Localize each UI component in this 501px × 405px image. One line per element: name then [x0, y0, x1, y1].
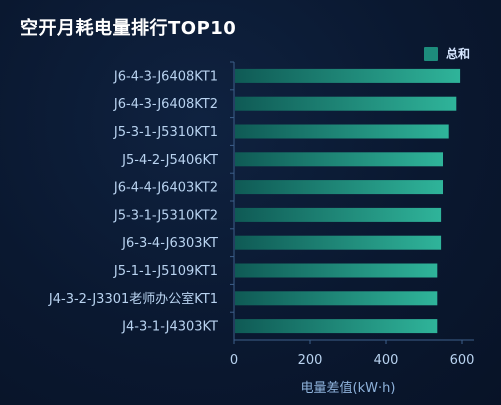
bar[interactable]: [235, 235, 442, 250]
chart-title: 空开月耗电量排行TOP10: [20, 18, 237, 39]
bar[interactable]: [235, 124, 449, 139]
y-axis: J6-4-3-J6408KT1 J6-4-3-J6408KT2 J5-3-1-J53…: [48, 61, 235, 340]
y-tick-label: J6-4-4-J6403KT2: [113, 181, 218, 196]
y-tick-label: J6-3-4-J6303KT: [121, 236, 218, 251]
bars: [235, 68, 461, 334]
y-tick-label: J6-4-3-J6408KT2: [113, 97, 218, 112]
bar[interactable]: [235, 68, 461, 83]
x-tick-label: 0: [230, 353, 238, 368]
chart-legend[interactable]: 总和: [424, 46, 470, 61]
legend-swatch: [424, 47, 438, 61]
y-tick-label: J4-3-1-J4303KT: [121, 320, 218, 335]
legend-label: 总和: [446, 46, 470, 61]
x-tick-label: 400: [374, 353, 399, 368]
bar[interactable]: [235, 180, 443, 195]
y-tick-label: J4-3-2-J3301老师办公室KT1: [48, 291, 218, 307]
y-tick-label: J5-3-1-J5310KT2: [113, 208, 218, 223]
y-tick-label: J5-4-2-J5406KT: [121, 153, 218, 168]
x-axis-label: 电量差值(kW·h): [301, 380, 396, 396]
y-tick-label: J5-1-1-J5109KT1: [113, 264, 218, 279]
y-tick-label: J6-4-3-J6408KT1: [113, 69, 218, 84]
bar[interactable]: [235, 96, 457, 111]
bar[interactable]: [235, 291, 438, 306]
x-tick-label: 600: [450, 353, 475, 368]
bar[interactable]: [235, 152, 443, 167]
x-axis: 0 200 400 600: [230, 339, 475, 368]
x-tick-label: 200: [298, 353, 323, 368]
bar[interactable]: [235, 207, 442, 222]
bar[interactable]: [235, 319, 438, 334]
y-tick-label: J5-3-1-J5310KT1: [113, 125, 218, 140]
bar[interactable]: [235, 263, 438, 278]
